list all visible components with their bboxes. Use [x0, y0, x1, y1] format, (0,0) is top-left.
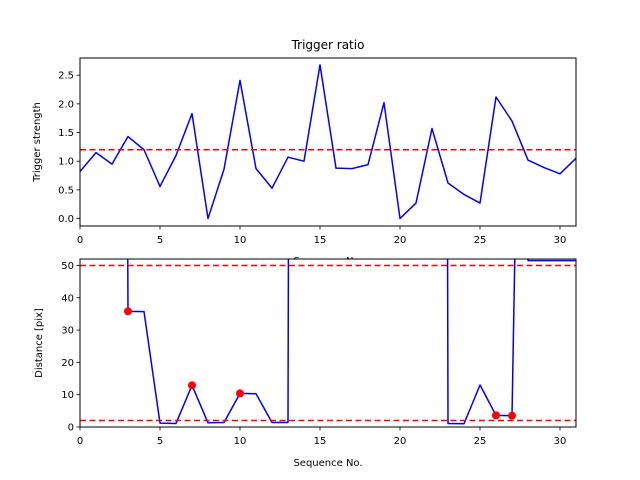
y-tick-label: 50	[61, 261, 74, 272]
x-ticks: 0 5 10 15 20 25 30	[77, 427, 567, 447]
x-tick-label: 15	[314, 235, 327, 246]
axes-background	[80, 259, 576, 427]
x-tick-label: 10	[234, 235, 247, 246]
distance-axes: Distance [pix] 0 5 10 15 20 25 30 01020304050 …	[34, 258, 577, 469]
series-line	[80, 64, 576, 220]
x-tick-label: 25	[474, 235, 487, 246]
y-tick-label: 2.5	[58, 71, 74, 82]
x-ticks: 0 5 10 15 20 25 30	[77, 226, 567, 246]
y-tick-label: 1.0	[58, 157, 74, 168]
x-tick-label: 20	[394, 436, 407, 447]
x-tick-label: 20	[394, 235, 407, 246]
x-tick-label: 5	[157, 235, 163, 246]
data-point-marker	[508, 411, 516, 420]
trigger-ratio-axes: Trigger ratio Trigger strength 0 5 10 15 20 2…	[32, 38, 577, 267]
x-tick-label: 0	[77, 436, 83, 447]
y-axis-label: Trigger strength	[32, 102, 43, 183]
y-tick-label: 0	[68, 423, 74, 434]
y-ticks: 0 10 20 30 40 50	[61, 261, 80, 434]
y-tick-label: 2.0	[58, 99, 74, 110]
x-tick-label: 0	[77, 235, 83, 246]
data-point-marker	[188, 381, 196, 390]
plot-area	[80, 64, 576, 220]
x-tick-label: 15	[314, 436, 327, 447]
y-axis-label: Distance [pix]	[34, 308, 45, 378]
axes-frame	[79, 57, 577, 227]
data-point-marker	[492, 411, 500, 420]
x-axis-label: Sequence No.	[293, 458, 362, 469]
y-tick-label: 0.5	[58, 185, 74, 196]
x-tick-label: 30	[554, 436, 567, 447]
y-tick-label: 10	[61, 390, 74, 401]
data-point-marker	[236, 389, 244, 398]
data-point-marker	[124, 307, 132, 316]
x-tick-label: 30	[554, 235, 567, 246]
y-tick-label: 1.5	[58, 128, 74, 139]
y-ticks: 0.0 0.5 1.0 1.5 2.0 2.5	[58, 71, 80, 225]
x-tick-label: 5	[157, 436, 163, 447]
axes-frame	[79, 258, 577, 428]
plot-area	[80, 259, 576, 425]
y-tick-label: 0.0	[58, 214, 74, 225]
y-tick-label: 20	[61, 358, 74, 369]
x-tick-label: 25	[474, 436, 487, 447]
y-tick-label: 30	[61, 326, 74, 337]
chart-title: Trigger ratio	[291, 38, 365, 52]
y-tick-label: 40	[61, 293, 74, 304]
x-tick-label: 10	[234, 436, 247, 447]
